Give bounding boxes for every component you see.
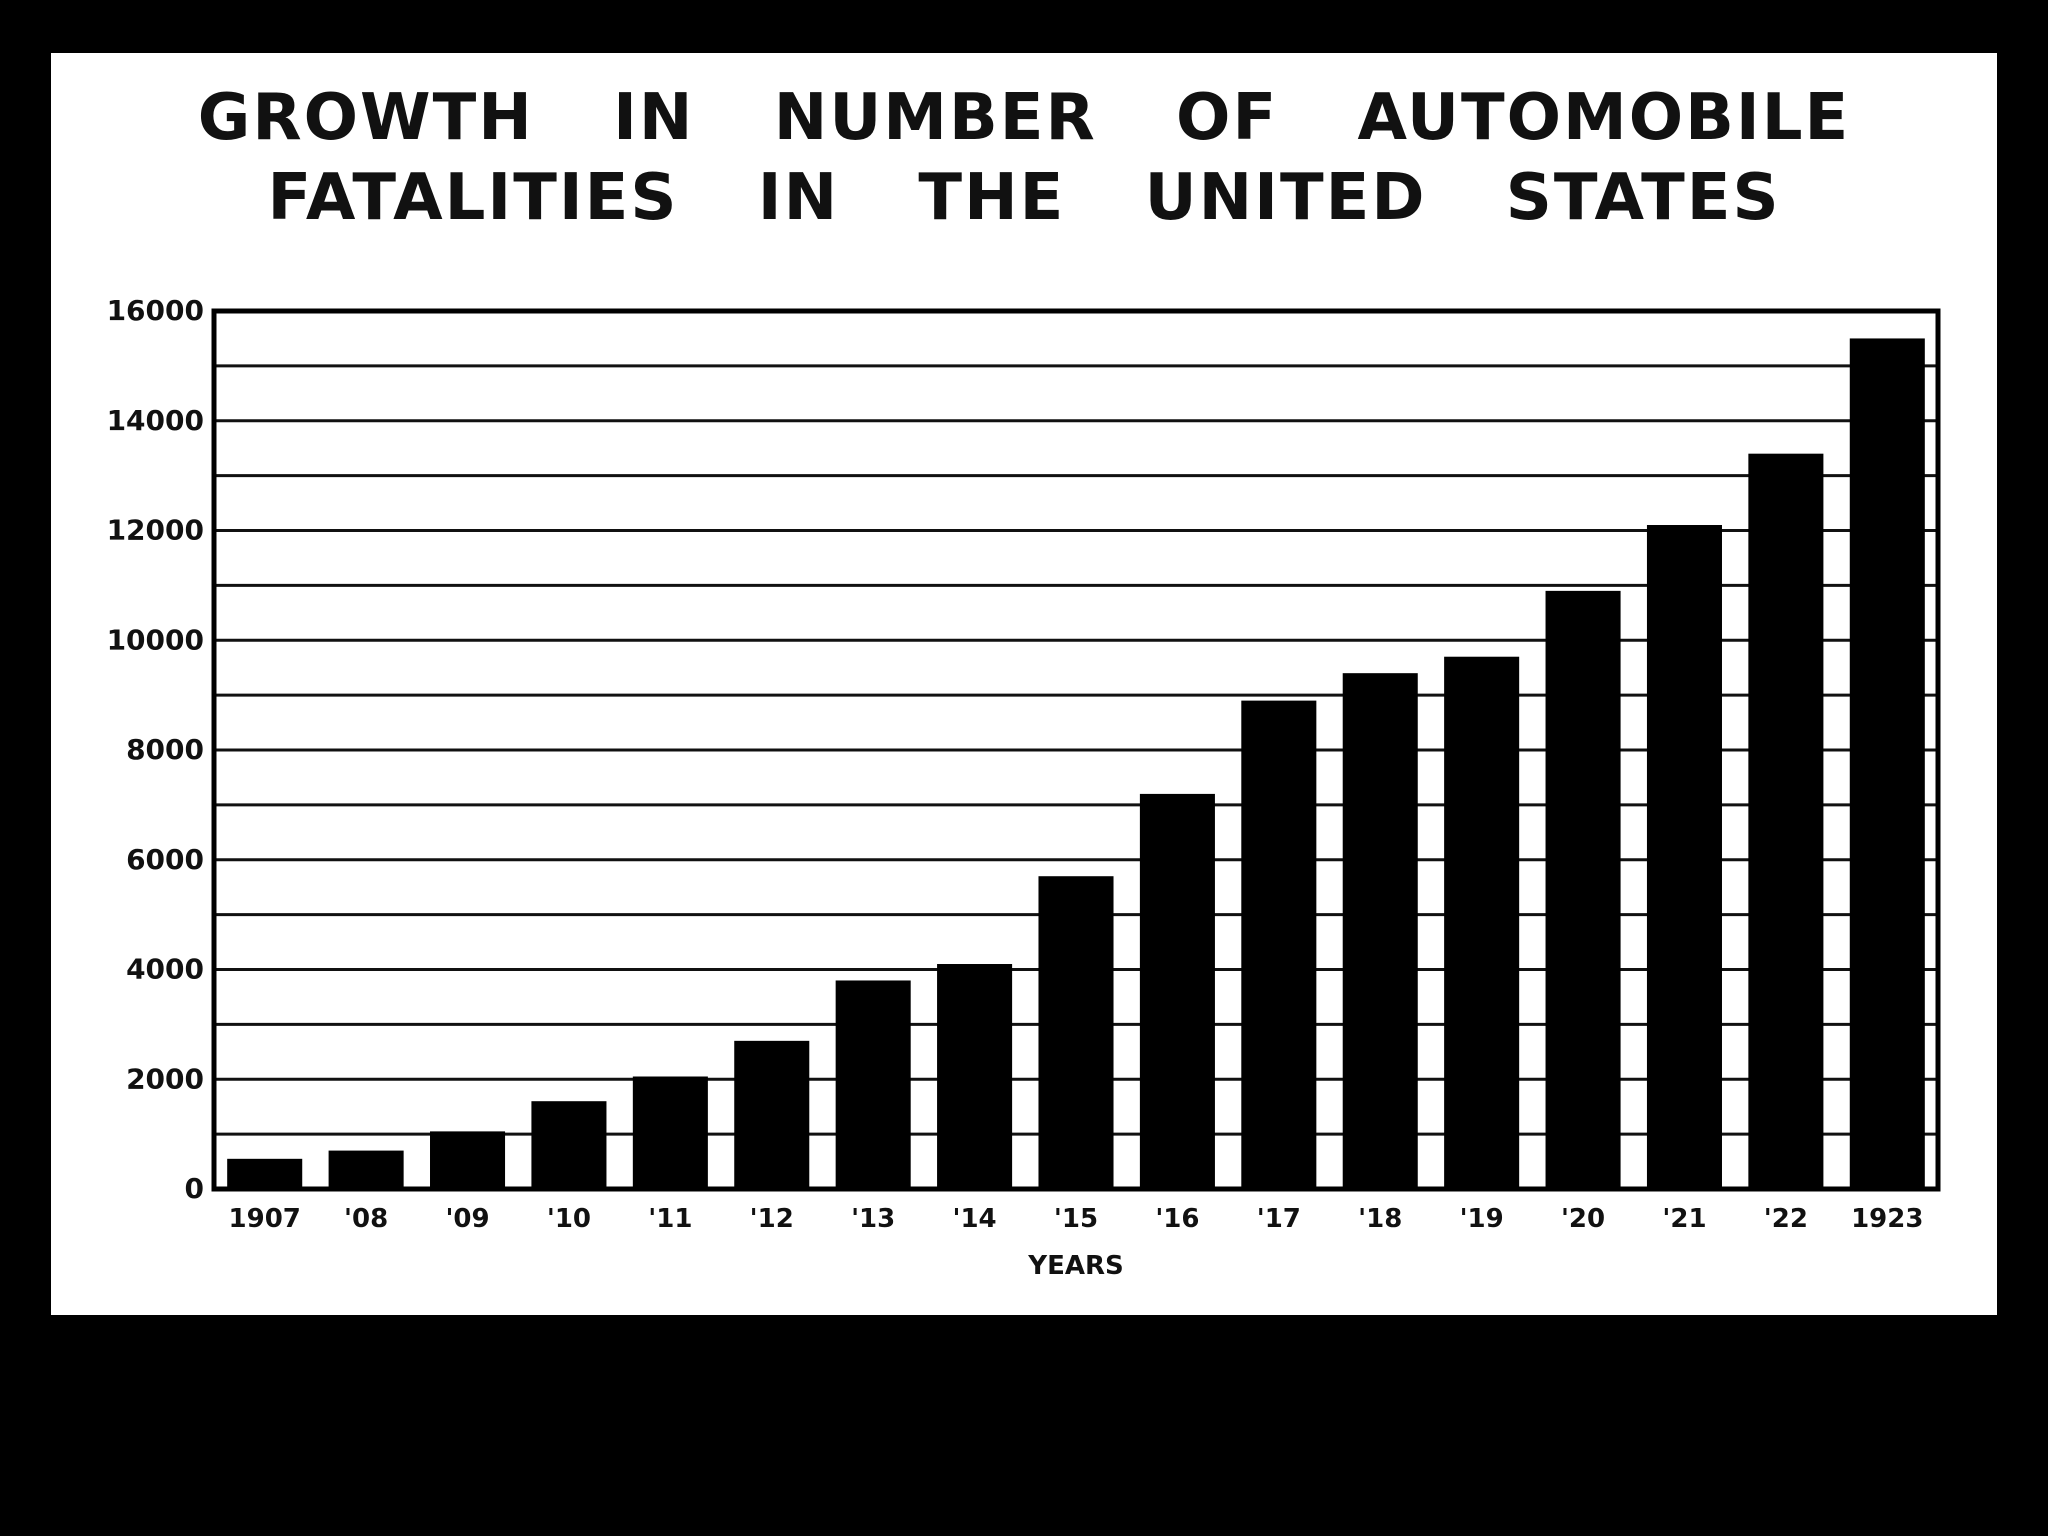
x-tick-label: '16 — [1155, 1204, 1199, 1234]
bar-16 — [1139, 793, 1215, 1189]
x-tick-label: 1907 — [229, 1204, 301, 1234]
bar-15 — [1038, 876, 1114, 1189]
x-tick-label: '12 — [750, 1204, 794, 1234]
bar-19 — [1444, 656, 1520, 1189]
y-tick-label: 8000 — [126, 733, 204, 766]
y-tick-label: 0 — [185, 1172, 204, 1205]
y-tick-label: 6000 — [126, 843, 204, 876]
x-tick-label: '09 — [445, 1204, 489, 1234]
y-tick-label: 14000 — [107, 404, 204, 437]
bar-1923 — [1849, 338, 1925, 1189]
x-tick-label: '10 — [547, 1204, 591, 1234]
bar-21 — [1646, 525, 1722, 1189]
chart-paper: GROWTH IN NUMBER OF AUTOMOBILE FATALITIE… — [51, 53, 1997, 1315]
bar-12 — [734, 1040, 810, 1189]
y-tick-label: 2000 — [126, 1062, 204, 1095]
x-axis-label: YEARS — [1027, 1251, 1123, 1281]
bar-17 — [1241, 700, 1317, 1189]
y-tick-label: 12000 — [107, 514, 204, 547]
x-tick-label: '17 — [1257, 1204, 1301, 1234]
bar-18 — [1342, 673, 1418, 1189]
y-tick-label: 10000 — [107, 623, 204, 656]
bar-1907 — [227, 1158, 303, 1189]
x-tick-label: '11 — [648, 1204, 692, 1234]
bar-22 — [1748, 453, 1824, 1189]
plot-frame — [211, 308, 1941, 1192]
bar-09 — [430, 1131, 506, 1189]
x-tick-label: '14 — [953, 1204, 997, 1234]
bar-11 — [632, 1076, 708, 1189]
x-tick-label: '13 — [851, 1204, 895, 1234]
bar-13 — [835, 980, 911, 1189]
y-tick-label: 16000 — [107, 294, 204, 327]
x-tick-label: '15 — [1054, 1204, 1098, 1234]
bar-20 — [1545, 590, 1621, 1189]
chart-title-line-1: GROWTH IN NUMBER OF AUTOMOBILE — [197, 81, 1851, 155]
bar-10 — [531, 1101, 607, 1189]
x-tick-label: '18 — [1358, 1204, 1402, 1234]
bar-08 — [328, 1150, 404, 1189]
x-tick-label: 1923 — [1851, 1204, 1923, 1234]
x-tick-label: '22 — [1764, 1204, 1808, 1234]
bar-chart: 0 2000 4000 6000 8000 10000 12000 14000 16000 190… — [107, 294, 1941, 1281]
x-tick-label: '08 — [344, 1204, 388, 1234]
x-tick-label: '20 — [1561, 1204, 1605, 1234]
x-tick-label: '21 — [1662, 1204, 1706, 1234]
y-tick-label: 4000 — [126, 953, 204, 986]
bar-14 — [937, 964, 1013, 1189]
x-tick-label: '19 — [1460, 1204, 1504, 1234]
chart-title-line-2: FATALITIES IN THE UNITED STATES — [267, 161, 1781, 235]
